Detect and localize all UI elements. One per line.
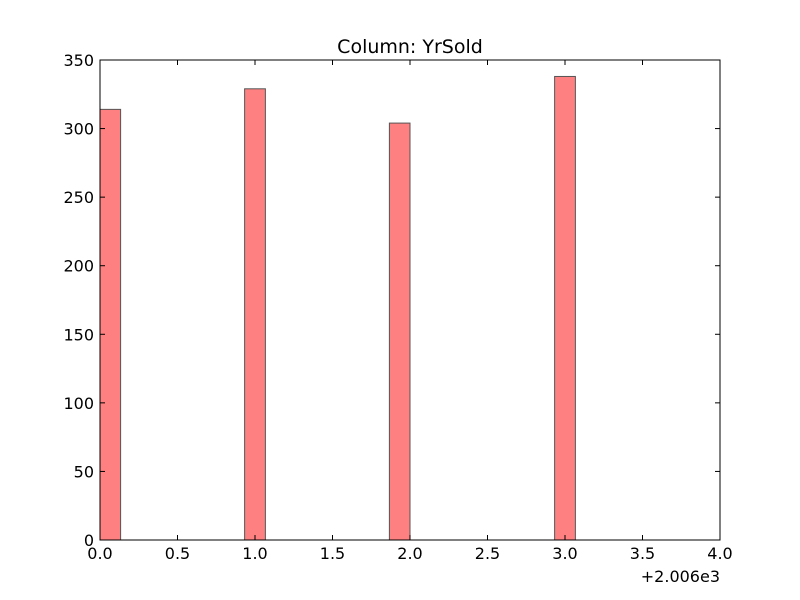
y-tick-label: 200 [63,257,94,276]
x-tick-label: 2.5 [475,544,500,563]
bar-3 [555,76,576,540]
x-tick-label: 0.5 [165,544,190,563]
bar-2 [389,123,410,540]
x-tick-label: 3.0 [552,544,577,563]
x-axis-offset-label: +2.006e3 [641,567,720,586]
x-tick-label: 4.0 [707,544,732,563]
bar-0 [100,109,121,540]
bar-1 [245,89,266,540]
x-tick-label: 3.5 [630,544,655,563]
y-tick-label: 350 [63,51,94,70]
x-tick-label: 1.5 [320,544,345,563]
y-tick-label: 300 [63,120,94,139]
chart-title: Column: YrSold [337,36,483,58]
y-tick-label: 0 [84,531,94,550]
y-tick-label: 250 [63,188,94,207]
y-tick-label: 50 [74,462,94,481]
x-tick-label: 1.0 [242,544,267,563]
x-tick-label: 2.0 [397,544,422,563]
y-tick-label: 150 [63,325,94,344]
y-tick-label: 100 [63,394,94,413]
